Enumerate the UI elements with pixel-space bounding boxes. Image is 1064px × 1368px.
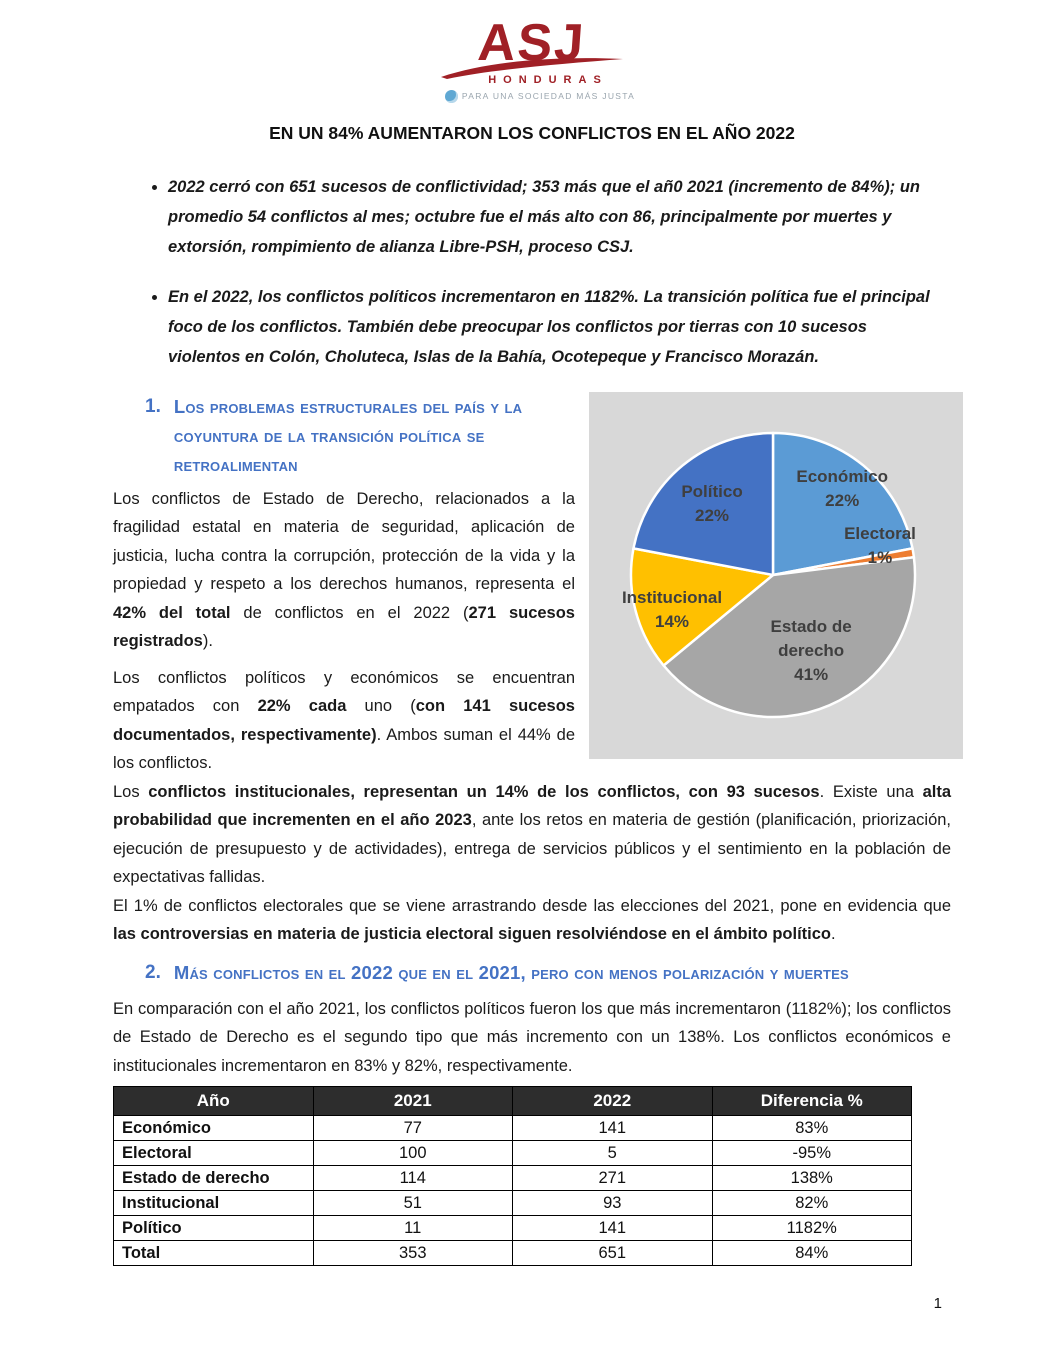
pie-label: Político 22% xyxy=(681,481,743,525)
table-cell: 353 xyxy=(312,1240,513,1267)
paragraph-electorales: El 1% de conflictos electorales que se v… xyxy=(113,896,951,944)
section-1-heading-text: Los problemas estructurales del país y l… xyxy=(173,395,523,475)
pie-slice-4 xyxy=(632,431,775,577)
table-header-cell: Año xyxy=(113,1086,314,1117)
paragraph-estado-derecho: Los conflictos de Estado de Derecho, rel… xyxy=(113,489,575,651)
table-body: Económico 77 141 83% Electoral 100 5 -95% Estado… xyxy=(113,1115,912,1267)
page-number: 1 xyxy=(933,1295,942,1312)
table-row-header: Económico xyxy=(113,1115,314,1142)
table-row-header: Político xyxy=(113,1215,314,1242)
table-header-cell: 2021 xyxy=(312,1086,513,1117)
pie-label: Estado de derecho 41% xyxy=(770,616,852,684)
table-cell: 1182% xyxy=(711,1215,912,1242)
section-1-text-column: 1. Los problemas estructurales del país … xyxy=(113,392,575,778)
table-row-header: Estado de derecho xyxy=(113,1165,314,1192)
summary-bullets: 2022 cerró con 651 sucesos de conflictiv… xyxy=(148,172,951,372)
pie-slice-0 xyxy=(771,431,914,577)
comparison-table: Año 2021 2022 Diferencia % Económico 77 141 83… xyxy=(113,1086,912,1267)
table-cell: 100 xyxy=(312,1140,513,1167)
table-row: Total 353 651 84% xyxy=(113,1240,912,1267)
table-cell: 271 xyxy=(512,1165,713,1192)
table-cell: 651 xyxy=(512,1240,713,1267)
section-2-heading-text: Más conflictos en el 2022 que en el 2021… xyxy=(173,961,849,983)
table-cell: -95% xyxy=(711,1140,912,1167)
asj-logo-text: ASJ xyxy=(476,14,588,72)
table-cell: 84% xyxy=(711,1240,912,1267)
table-cell: 83% xyxy=(711,1115,912,1142)
paragraph-institucionales: Los conflictos institucionales, represen… xyxy=(113,782,952,887)
table-row: Electoral 100 5 -95% xyxy=(113,1140,912,1167)
table-cell: 5 xyxy=(512,1140,713,1167)
section-1-heading: 1. Los problemas estructurales del país … xyxy=(145,392,575,479)
table-cell: 114 xyxy=(312,1165,513,1192)
bullet-item: En el 2022, los conflictos políticos inc… xyxy=(168,282,935,372)
table-row-header: Total xyxy=(113,1240,314,1267)
table-row: Económico 77 141 83% xyxy=(113,1115,912,1142)
pie-label: Institucional 14% xyxy=(621,587,723,631)
table-cell: 141 xyxy=(512,1215,713,1242)
pie-label: Electoral 1% xyxy=(844,523,916,567)
asj-logo: ASJ HONDURAS PARA UNA SOCIEDAD MÁS JUSTA xyxy=(113,0,951,103)
section-1-row: 1. Los problemas estructurales del país … xyxy=(113,391,963,778)
table-cell: 51 xyxy=(312,1190,513,1217)
section-1-number: 1. xyxy=(145,395,161,417)
table-row: Estado de derecho 114 271 138% xyxy=(113,1165,912,1192)
paragraph-comparacion: En comparación con el año 2021, los conf… xyxy=(113,999,951,1075)
section-2-number: 2. xyxy=(145,961,161,983)
table-header-row: Año 2021 2022 Diferencia % xyxy=(113,1086,912,1117)
logo-tagline-row: PARA UNA SOCIEDAD MÁS JUSTA xyxy=(121,89,959,103)
pie-chart: Económico 22% Electoral 1% Estado de derecho… xyxy=(589,391,963,759)
table-header-cell: 2022 xyxy=(512,1086,713,1117)
logo-swoosh-icon xyxy=(441,57,623,79)
globe-icon xyxy=(444,89,458,103)
table-row-header: Institucional xyxy=(113,1190,314,1217)
table-row: Político 11 141 1182% xyxy=(113,1215,912,1242)
pie-slice-3 xyxy=(629,546,775,667)
section-2-heading: 2. Más conflictos en el 2022 que en el 2… xyxy=(145,958,951,987)
paragraph-politicos-economicos: Los conflictos políticos y económicos se… xyxy=(113,668,575,773)
pie-chart-svg xyxy=(629,431,917,718)
logo-tagline-text: PARA UNA SOCIEDAD MÁS JUSTA xyxy=(461,91,636,102)
table-cell: 138% xyxy=(711,1165,912,1192)
logo-honduras-text: HONDURAS xyxy=(488,73,608,86)
page-title: EN UN 84% AUMENTARON LOS CONFLICTOS EN E… xyxy=(269,122,795,143)
table-cell: 77 xyxy=(312,1115,513,1142)
pie-label: Económico 22% xyxy=(796,467,888,511)
table-header-cell: Diferencia % xyxy=(711,1086,912,1117)
table-row-header: Electoral xyxy=(113,1140,314,1167)
table-row: Institucional 51 93 82% xyxy=(113,1190,912,1217)
table-cell: 93 xyxy=(512,1190,713,1217)
pie-slice-2 xyxy=(662,555,917,718)
table-cell: 11 xyxy=(312,1215,513,1242)
bullet-item: 2022 cerró con 651 sucesos de conflictiv… xyxy=(168,172,935,262)
table-cell: 82% xyxy=(711,1190,912,1217)
table-cell: 141 xyxy=(512,1115,713,1142)
